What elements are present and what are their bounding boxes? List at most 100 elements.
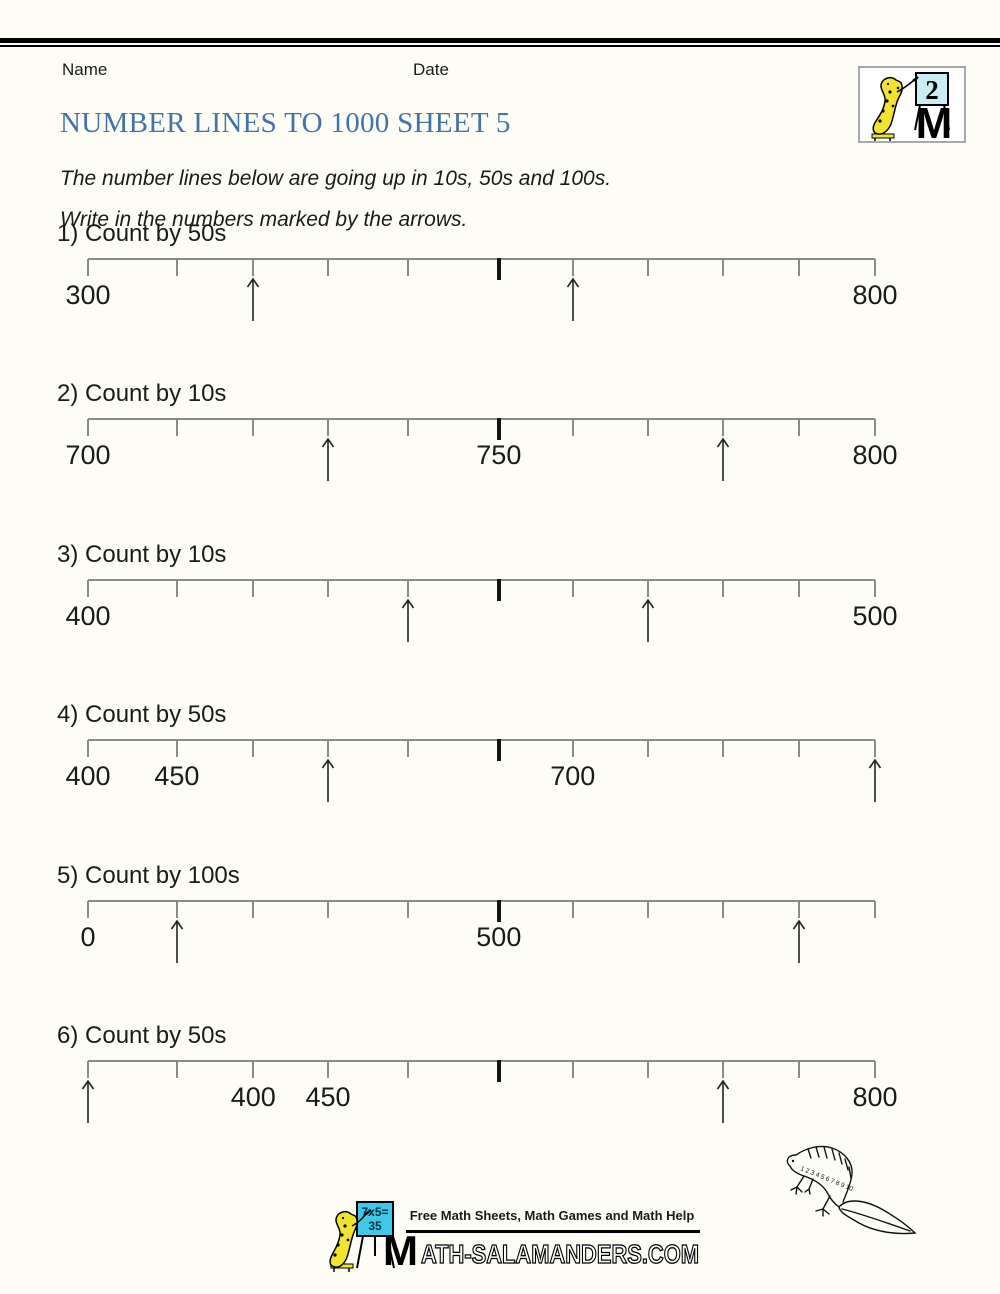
tick-mark <box>797 740 800 757</box>
problem-1: 1) Count by 50s 300 800 <box>0 220 1000 350</box>
number-line: 300 800 <box>65 258 898 344</box>
lizard-numbers-text: 1 2 3 4 5 6 7 8 9 10 <box>799 1165 854 1193</box>
arrow-marker-icon <box>716 1079 730 1123</box>
tick-mark <box>797 1061 800 1078</box>
footer-rule <box>406 1230 700 1233</box>
arrow-marker-icon <box>792 919 805 963</box>
tick-label: 450 <box>305 1082 351 1112</box>
tick-mark <box>87 740 89 757</box>
tick-mark-bold <box>496 258 501 280</box>
tick-mark <box>252 1061 255 1078</box>
tick-mark <box>647 740 650 757</box>
arrow-marker-icon <box>402 598 415 642</box>
number-line: 400 500 <box>65 579 898 665</box>
arrow-marker-icon <box>642 598 655 642</box>
problem-heading: 6) Count by 50s <box>57 1022 227 1049</box>
arrow-marker-icon <box>170 919 184 963</box>
arrow-marker-icon <box>868 758 882 802</box>
problem-6: 6) Count by 50s 400 450 800 <box>0 1022 1000 1152</box>
arrow-marker-icon <box>321 437 335 481</box>
page-title: NUMBER LINES TO 1000 SHEET 5 <box>60 107 511 139</box>
tick-mark <box>87 580 89 597</box>
tick-label: 500 <box>852 601 898 631</box>
tick-mark <box>407 259 410 276</box>
problem-3: 3) Count by 10s 400 500 <box>0 541 1000 671</box>
tick-mark <box>874 419 876 436</box>
tick-mark <box>797 901 800 918</box>
tick-mark <box>407 1061 410 1078</box>
instruction-line-2: Write in the numbers marked by the arrow… <box>60 208 468 231</box>
logo-m-letter: M <box>916 99 953 141</box>
grade-number: 2 <box>925 75 939 105</box>
date-label: Date <box>413 60 449 79</box>
salamander-easel-logo-icon: 7x5= 35 <box>329 1201 395 1272</box>
tick-label: 400 <box>65 601 111 631</box>
tick-mark <box>874 1061 876 1078</box>
wordmark-m: M <box>383 1232 418 1270</box>
problem-heading: 1) Count by 50s <box>57 220 227 247</box>
tick-label: 400 <box>230 1082 276 1112</box>
tick-mark <box>327 740 330 757</box>
tick-mark <box>175 259 178 276</box>
tick-mark <box>252 740 255 757</box>
tick-mark <box>175 580 178 597</box>
tick-label: 800 <box>852 280 898 310</box>
tick-mark-bold <box>496 579 501 601</box>
tick-mark <box>407 580 410 597</box>
footer-tagline: Free Math Sheets, Math Games and Math He… <box>409 1208 695 1223</box>
tick-mark <box>327 901 330 918</box>
tick-mark <box>175 740 178 757</box>
name-label: Name <box>62 60 108 79</box>
tick-mark <box>722 580 725 597</box>
tick-mark <box>874 259 876 276</box>
tick-mark-bold <box>496 418 501 440</box>
tick-mark <box>252 901 255 918</box>
problem-heading: 4) Count by 50s <box>57 701 227 728</box>
number-line-rule <box>88 418 875 420</box>
number-line: 400 450 800 <box>81 1060 898 1146</box>
tick-mark <box>722 1061 725 1078</box>
tick-mark <box>87 1061 89 1078</box>
arrow-marker-icon <box>566 277 579 321</box>
tick-mark-bold <box>496 1060 501 1082</box>
tick-mark <box>722 901 725 918</box>
arrow-marker-icon <box>321 758 335 802</box>
tick-mark <box>571 259 574 276</box>
tick-label: 700 <box>65 440 111 470</box>
top-border-rule-thin <box>0 45 1000 47</box>
tick-mark <box>175 419 178 436</box>
brand-grade-badge: 2 M <box>858 66 966 148</box>
tick-mark <box>647 901 650 918</box>
tick-mark <box>407 419 410 436</box>
tick-mark <box>407 901 410 918</box>
tick-mark <box>647 580 650 597</box>
instruction-line-1: The number lines below are going up in 1… <box>60 167 612 190</box>
tick-label: 750 <box>476 440 522 470</box>
problem-2: 2) Count by 10s 700 750 800 <box>0 380 1000 510</box>
tick-mark <box>874 740 876 757</box>
board-text-line2: 35 <box>368 1219 382 1233</box>
wordmark-rest: ATH-SALAMANDERS.COM <box>421 1239 699 1269</box>
footer-brand-logo: 7x5= 35 <box>321 1198 405 1279</box>
number-line-rule <box>88 579 875 581</box>
tick-mark <box>647 419 650 436</box>
arrow-marker-icon <box>247 277 260 321</box>
tick-mark <box>407 740 410 757</box>
tick-mark <box>571 740 574 757</box>
number-line-rule <box>88 739 875 741</box>
tick-mark <box>571 419 574 436</box>
number-line-rule <box>88 900 875 902</box>
tick-mark <box>327 580 330 597</box>
number-line: 400 450 700 <box>65 739 882 825</box>
tick-mark <box>874 580 876 597</box>
tick-mark <box>571 901 574 918</box>
tick-mark <box>327 259 330 276</box>
problem-5: 5) Count by 100s 0 500 <box>0 862 1000 992</box>
number-line: 700 750 800 <box>65 418 898 504</box>
salamander-drawing: 1 2 3 4 5 6 7 8 9 10 <box>786 1145 917 1235</box>
number-line-rule <box>88 258 875 260</box>
tick-mark <box>797 259 800 276</box>
number-line-rule <box>88 1060 875 1062</box>
tick-label: 400 <box>65 761 111 791</box>
tick-mark <box>87 259 89 276</box>
